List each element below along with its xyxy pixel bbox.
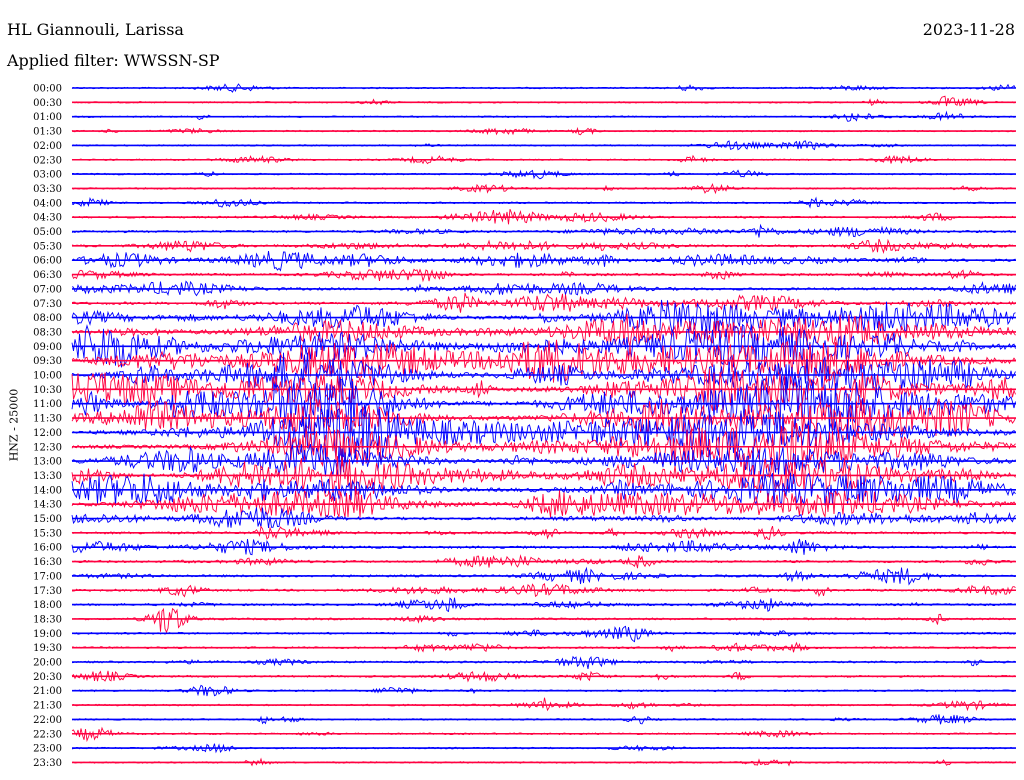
row-time-label: 00:30 (33, 98, 62, 109)
trace-1830 (71, 607, 1016, 634)
trace-0030 (71, 95, 1016, 107)
row-time-label: 09:30 (33, 356, 62, 367)
station-title: HL Giannouli, Larissa (7, 20, 184, 39)
row-time-label: 20:30 (33, 672, 62, 683)
row-time-label: 21:00 (33, 686, 62, 697)
filter-label: Applied filter: WWSSN-SP (7, 51, 220, 70)
row-time-label: 08:00 (33, 313, 62, 324)
row-time-label: 09:00 (33, 342, 62, 353)
row-time-label: 06:00 (33, 256, 62, 267)
row-time-label: 11:30 (33, 414, 62, 425)
trace-1430 (71, 486, 1016, 519)
row-time-label: 12:30 (33, 442, 62, 453)
row-time-label: 04:00 (33, 198, 62, 209)
row-time-label: 13:30 (33, 471, 62, 482)
row-time-label: 01:30 (33, 127, 62, 138)
row-time-label: 22:30 (33, 729, 62, 740)
trace-2000 (71, 655, 1016, 669)
row-time-label: 01:00 (33, 112, 62, 123)
row-time-label: 00:00 (33, 84, 62, 95)
row-time-label: 17:30 (33, 586, 62, 597)
row-time-label: 03:00 (33, 170, 62, 181)
row-time-label: 06:30 (33, 270, 62, 281)
row-time-label: 05:30 (33, 241, 62, 252)
row-time-label: 16:00 (33, 543, 62, 554)
trace-0730 (71, 292, 1016, 313)
row-time-label: 14:00 (33, 485, 62, 496)
row-time-label: 07:00 (33, 284, 62, 295)
row-time-label: 20:00 (33, 658, 62, 669)
row-time-label: 19:00 (33, 629, 62, 640)
trace-0930 (71, 339, 1016, 383)
trace-1330 (71, 456, 1016, 497)
row-time-label: 02:30 (33, 155, 62, 166)
trace-0600 (71, 251, 1016, 272)
row-time-label: 15:30 (33, 528, 62, 539)
row-time-label: 22:00 (33, 715, 62, 726)
row-time-label: 02:00 (33, 141, 62, 152)
trace-0700 (71, 280, 1016, 297)
row-time-label: 23:30 (33, 758, 62, 769)
row-time-label: 12:00 (33, 428, 62, 439)
row-time-label: 14:30 (33, 500, 62, 511)
row-time-label: 10:00 (33, 371, 62, 382)
row-time-label: 13:00 (33, 457, 62, 468)
row-time-label: 07:30 (33, 299, 62, 310)
row-time-label: 11:00 (33, 399, 62, 410)
row-time-label: 19:30 (33, 643, 62, 654)
row-time-label: 17:00 (33, 571, 62, 582)
row-time-label: 05:00 (33, 227, 62, 238)
date-label: 2023-11-28 (922, 20, 1015, 39)
trace-2130 (71, 697, 1016, 712)
row-time-label: 03:30 (33, 184, 62, 195)
trace-0900 (71, 323, 1016, 368)
row-time-label: 16:30 (33, 557, 62, 568)
row-time-label: 08:30 (33, 327, 62, 338)
row-time-label: 21:30 (33, 701, 62, 712)
trace-1100 (71, 374, 1016, 434)
row-time-label: 15:00 (33, 514, 62, 525)
row-time-label: 23:00 (33, 744, 62, 755)
row-time-label: 18:00 (33, 600, 62, 611)
trace-1230 (71, 421, 1016, 474)
row-time-label: 10:30 (33, 385, 62, 396)
row-time-label: 18:30 (33, 614, 62, 625)
row-time-label: 04:30 (33, 213, 62, 224)
